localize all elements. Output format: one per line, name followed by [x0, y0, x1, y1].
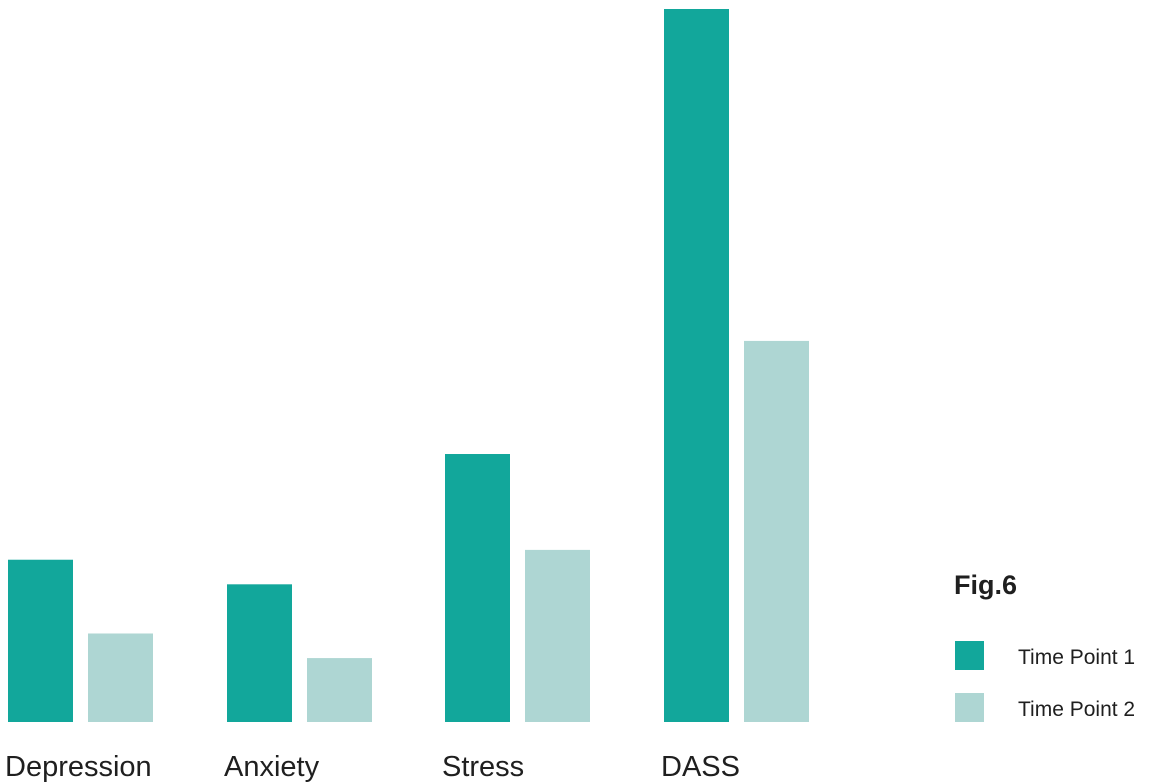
- legend: Fig.6 Time Point 1 Time Point 2: [954, 570, 1135, 722]
- legend-label-time-point-2: Time Point 2: [1018, 698, 1135, 721]
- bar-stress-series-2: [525, 549, 590, 722]
- legend-swatch-time-point-2: [955, 693, 984, 722]
- bars-group: [8, 9, 809, 722]
- category-label-depression: Depression: [5, 751, 152, 782]
- category-label-stress: Stress: [442, 751, 524, 782]
- legend-label-time-point-1: Time Point 1: [1018, 646, 1135, 669]
- category-labels: Depression Anxiety Stress DASS: [5, 751, 740, 782]
- bar-depression-series-1: [8, 559, 73, 722]
- bar-anxiety-series-2: [307, 658, 372, 722]
- bar-depression-series-2: [88, 633, 153, 722]
- bar-dass-series-2: [744, 340, 809, 722]
- category-label-anxiety: Anxiety: [224, 751, 320, 782]
- category-label-dass: DASS: [661, 751, 740, 782]
- legend-swatch-time-point-1: [955, 641, 984, 670]
- bar-dass-series-1: [664, 9, 729, 722]
- bar-stress-series-1: [445, 454, 510, 722]
- bar-anxiety-series-1: [227, 584, 292, 722]
- figure-title: Fig.6: [954, 570, 1017, 600]
